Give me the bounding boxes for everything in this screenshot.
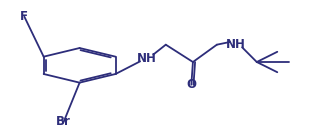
Text: NH: NH [137, 52, 156, 64]
Text: F: F [20, 10, 28, 23]
Text: O: O [186, 78, 196, 91]
Text: NH: NH [226, 38, 246, 51]
Text: Br: Br [56, 115, 71, 129]
